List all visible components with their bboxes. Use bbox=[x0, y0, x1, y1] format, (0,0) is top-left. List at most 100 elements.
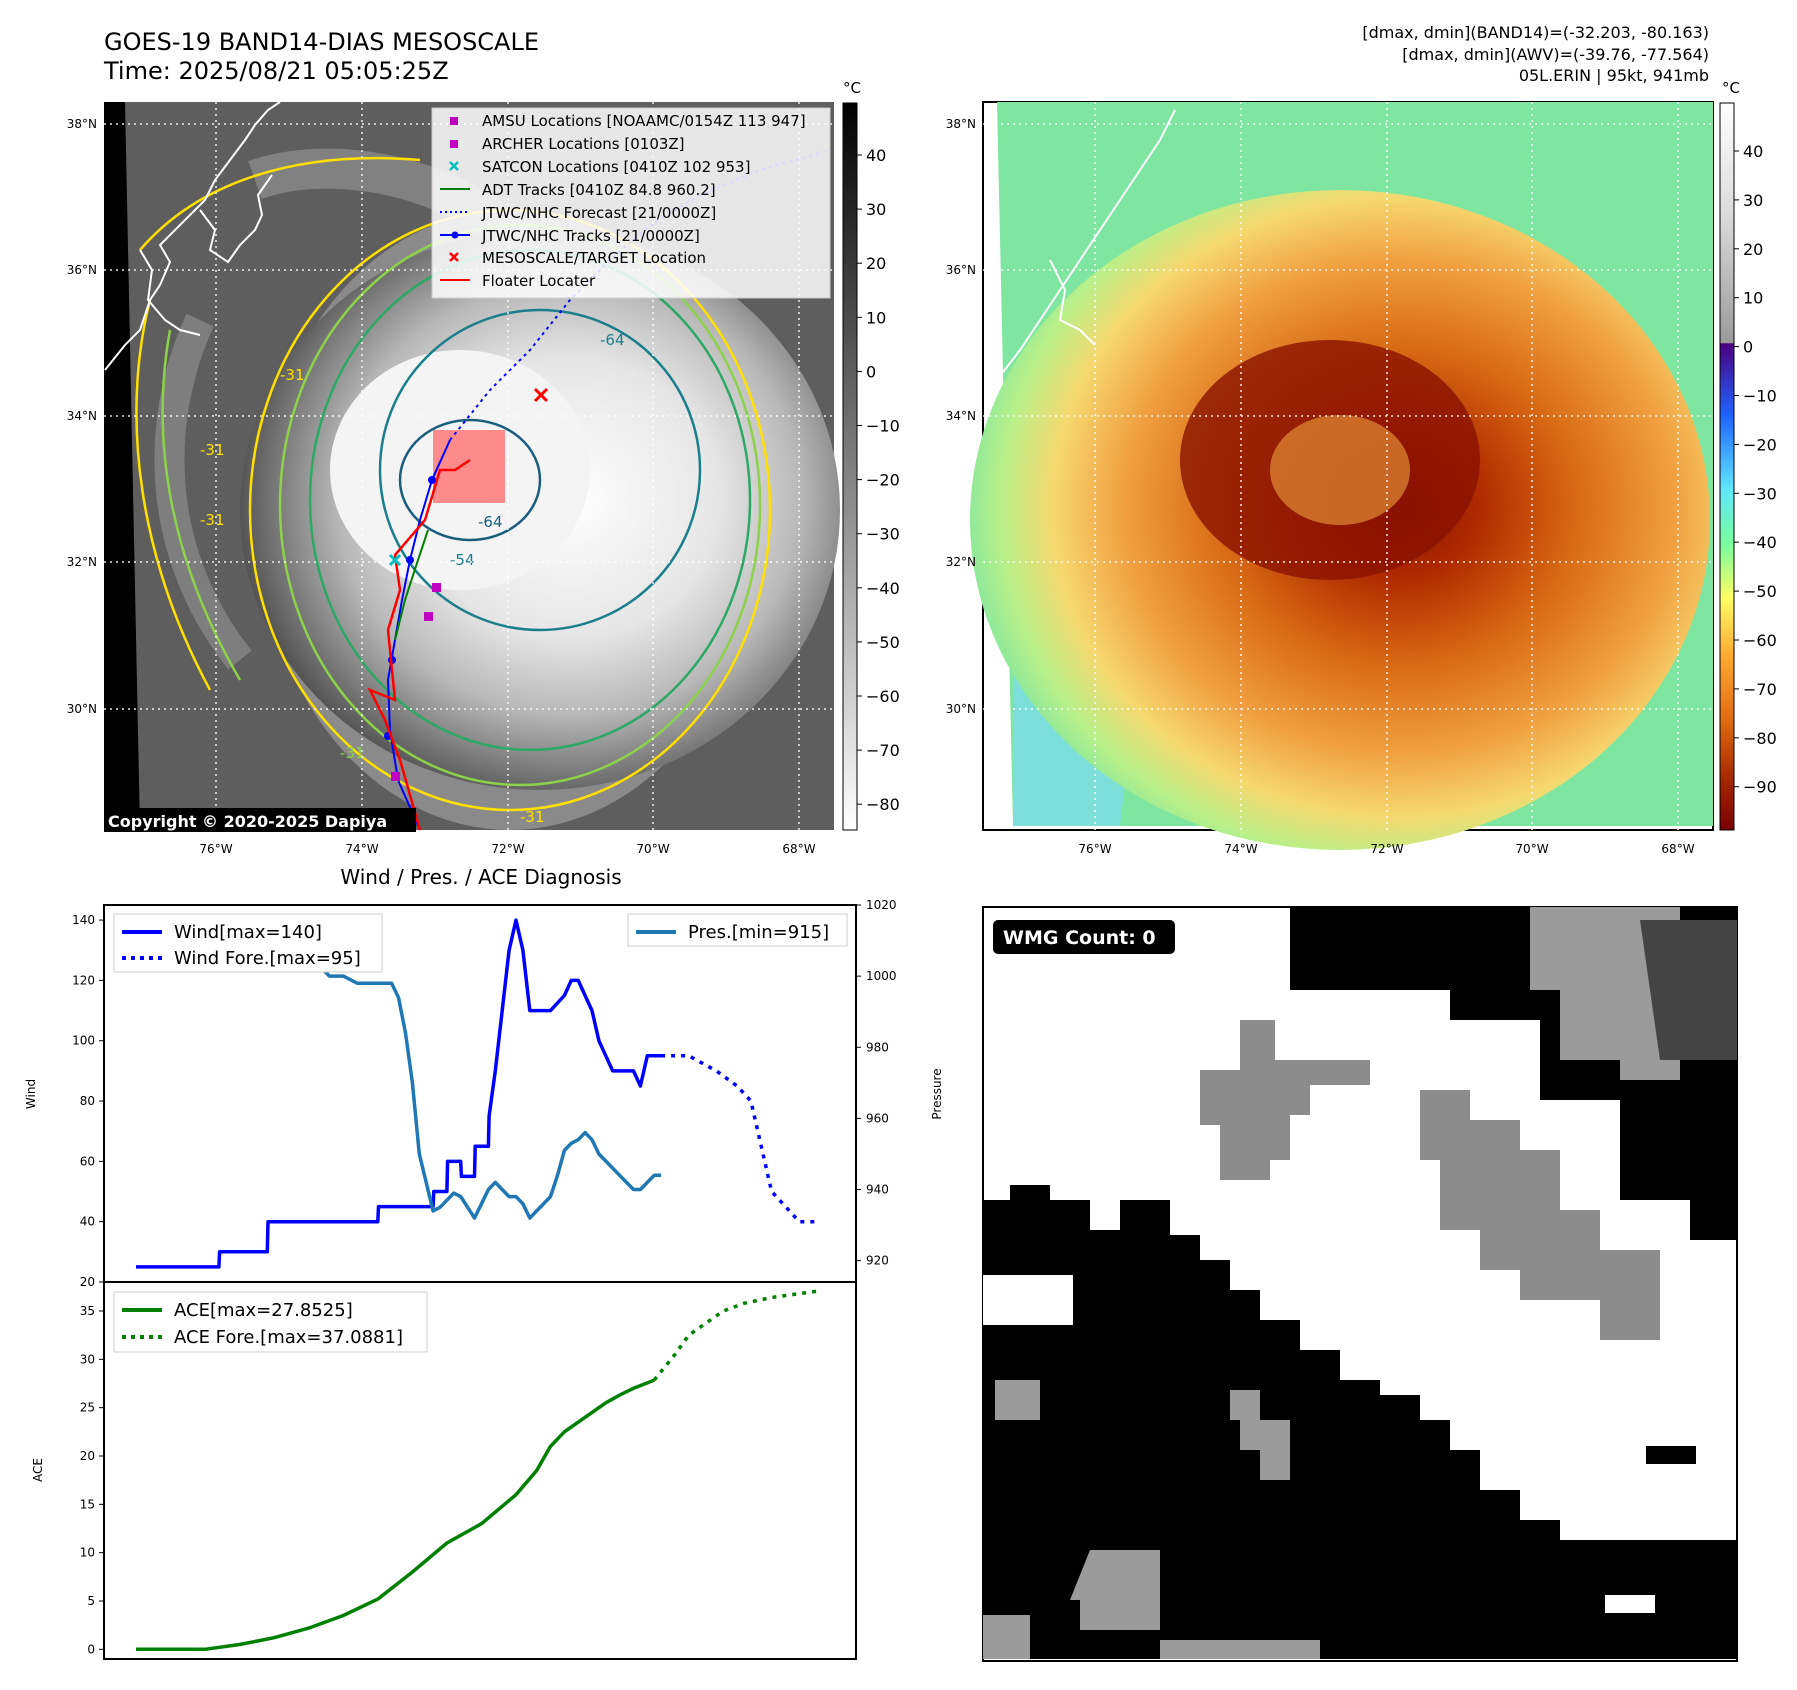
lat-label: 30°N bbox=[946, 702, 976, 716]
wind-legend-left: Wind[max=140] Wind Fore.[max=95] bbox=[113, 913, 383, 973]
legend-marker-target bbox=[449, 252, 459, 262]
ace-ytick-label: 5 bbox=[87, 1594, 95, 1608]
legend-label-pres: Pres.[min=915] bbox=[688, 922, 829, 943]
colorbar-left: °C 40 30 20 10 0 −10 −20 −30 −40 −50 −60 −70 −80 bbox=[842, 79, 900, 831]
ace-chart: 35 30 25 20 15 10 5 0 ACE ACE[max=27.8525] ACE … bbox=[31, 1281, 857, 1660]
colorbar-left-tick-label: 10 bbox=[866, 308, 886, 327]
header-right-line3: 05L.ERIN | 95kt, 941mb bbox=[1519, 66, 1709, 85]
contour-label: -64 bbox=[600, 331, 625, 349]
right-map-lat-labels: 38°N 36°N 34°N 32°N 30°N bbox=[946, 117, 976, 716]
wmg-white-patch bbox=[983, 1275, 1073, 1325]
ace-yticks: 35 30 25 20 15 10 5 0 bbox=[80, 1304, 104, 1656]
legend-marker-amsu bbox=[450, 117, 458, 125]
floater-track bbox=[367, 458, 471, 831]
ace-ytick-label: 0 bbox=[87, 1642, 95, 1656]
colorbar-left-gradient bbox=[842, 102, 858, 831]
pressure-ytick-label: 980 bbox=[866, 1040, 889, 1054]
awv-eye-region bbox=[1270, 415, 1410, 525]
colorbar-right-tick-label: 20 bbox=[1743, 240, 1763, 259]
lat-label: 38°N bbox=[946, 117, 976, 131]
wmg-gray-patch-1 bbox=[1200, 1020, 1370, 1180]
lat-label: 30°N bbox=[67, 702, 97, 716]
wmg-count-badge bbox=[993, 920, 1175, 954]
colorbar-right-tick-label: −80 bbox=[1743, 729, 1777, 748]
ace-legend: ACE[max=27.8525] ACE Fore.[max=37.0881] bbox=[113, 1291, 428, 1353]
map-legend: AMSU Locations [NOAAMC/0154Z 113 947] AR… bbox=[431, 107, 831, 299]
lon-label: 70°W bbox=[1515, 842, 1548, 856]
pressure-ytick-label: 1020 bbox=[866, 898, 897, 912]
colorbar-right-tick-label: −20 bbox=[1743, 435, 1777, 454]
contour-label: -31 bbox=[520, 808, 545, 826]
ace-ylabel: ACE bbox=[31, 1458, 45, 1482]
legend-label: ARCHER Locations [0103Z] bbox=[482, 135, 685, 153]
colorbar-right-tick-label: −70 bbox=[1743, 680, 1777, 699]
wmg-white-rect bbox=[1605, 1595, 1655, 1613]
wind-ytick-label: 120 bbox=[72, 973, 95, 987]
wind-forecast-line bbox=[661, 1054, 820, 1224]
lat-label: 34°N bbox=[946, 409, 976, 423]
diagnosis-title: Wind / Pres. / ACE Diagnosis bbox=[340, 865, 621, 889]
legend-label: MESOSCALE/TARGET Location bbox=[482, 249, 706, 267]
legend-label: JTWC/NHC Tracks [21/0000Z] bbox=[481, 227, 700, 245]
legend-label: Floater Locater bbox=[482, 272, 596, 290]
outer-band bbox=[154, 313, 252, 670]
ace-ytick-label: 10 bbox=[80, 1546, 95, 1560]
wind-yticks: 140 120 100 80 60 40 20 bbox=[72, 913, 104, 1289]
jtwc-track bbox=[386, 439, 451, 831]
lat-label: 36°N bbox=[946, 263, 976, 277]
contour-teal bbox=[378, 308, 702, 632]
colorbar-right-tick-label: 40 bbox=[1743, 142, 1763, 161]
colorbar-left-tick-label: 30 bbox=[866, 200, 886, 219]
contour-lightgreen bbox=[161, 329, 242, 681]
legend-label: JTWC/NHC Forecast [21/0000Z] bbox=[481, 204, 716, 222]
ace-legend-box bbox=[113, 1291, 428, 1353]
contour-label: -31 bbox=[200, 511, 225, 529]
coastline bbox=[139, 249, 201, 336]
lon-label: 74°W bbox=[1224, 842, 1257, 856]
mesoscale-target-marker bbox=[533, 387, 549, 403]
awv-map bbox=[970, 101, 1714, 850]
wmg-count-text: WMG Count: 0 bbox=[1003, 927, 1156, 949]
colorbar-right-tick-label: −50 bbox=[1743, 582, 1777, 601]
wmg-image bbox=[983, 907, 1737, 1659]
legend-marker-archer bbox=[450, 140, 458, 148]
legend-label: ADT Tracks [0410Z 84.8 960.2] bbox=[482, 181, 716, 199]
colorbar-right-tick-label: −10 bbox=[1743, 387, 1777, 406]
pressure-ylabel: Pressure bbox=[930, 1068, 944, 1119]
colorbar-right-gradient bbox=[1719, 102, 1735, 831]
pressure-ytick-label: 960 bbox=[866, 1111, 889, 1125]
ace-ytick-label: 25 bbox=[80, 1401, 95, 1415]
contour-label: -31 bbox=[200, 441, 225, 459]
colorbar-left-tick-label: 0 bbox=[866, 362, 876, 381]
colorbar-right-tick-label: −60 bbox=[1743, 631, 1777, 650]
legend-label: SATCON Locations [0410Z 102 953] bbox=[482, 158, 750, 176]
satcon-marker bbox=[388, 553, 402, 567]
colorbar-left-tick-label: 20 bbox=[866, 254, 886, 273]
contour-label: -31 bbox=[340, 744, 365, 762]
colorbar-left-tick-label: 40 bbox=[866, 146, 886, 165]
colorbar-left-tick-label: −20 bbox=[866, 471, 900, 490]
coastline bbox=[996, 109, 1176, 381]
lat-label: 34°N bbox=[67, 409, 97, 423]
header-right-line2: [dmax, dmin](AWV)=(-39.76, -77.564) bbox=[1402, 45, 1709, 64]
adt-track bbox=[394, 529, 429, 641]
colorbar-right-unit: °C bbox=[1722, 79, 1740, 97]
wmg-darkgray-corner bbox=[1640, 920, 1737, 1060]
lat-label: 32°N bbox=[946, 555, 976, 569]
lon-label: 76°W bbox=[199, 842, 232, 856]
pressure-yticks: 1020 1000 980 960 940 920 bbox=[856, 898, 897, 1268]
copyright-box bbox=[104, 808, 416, 832]
lon-label: 74°W bbox=[345, 842, 378, 856]
colorbar-right: °C 40 30 20 10 0 −10 −20 −30 −40 −50 −60 −70 −80 −90 bbox=[1719, 79, 1777, 831]
wind-ytick-label: 40 bbox=[80, 1215, 95, 1229]
ace-line bbox=[136, 1378, 655, 1652]
band14-map: -64 -64 -54 -31 -31 -31 -31 -31 bbox=[104, 101, 840, 832]
ace-ytick-label: 35 bbox=[80, 1304, 95, 1318]
wmg-gray-patch-7 bbox=[1160, 1640, 1320, 1659]
copyright-text: Copyright © 2020-2025 Dapiya bbox=[108, 812, 387, 831]
wmg-panel: WMG Count: 0 bbox=[982, 906, 1738, 1662]
coastline bbox=[199, 174, 273, 264]
legend-box bbox=[431, 107, 831, 299]
wmg-gray-patch-5 bbox=[983, 1615, 1030, 1659]
